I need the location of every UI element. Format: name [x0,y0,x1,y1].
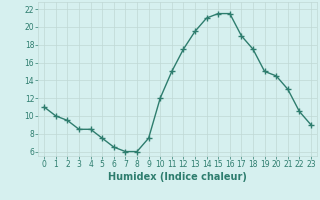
X-axis label: Humidex (Indice chaleur): Humidex (Indice chaleur) [108,172,247,182]
